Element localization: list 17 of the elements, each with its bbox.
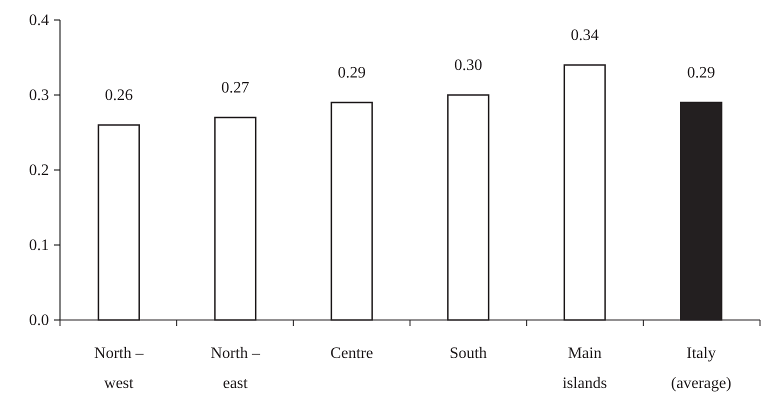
data-label: 0.30 [454,57,482,74]
x-tick-label: Italy (average) [670,345,732,392]
x-tick-label: Centre [330,345,374,362]
data-label: 0.34 [570,27,599,44]
data-label: 0.29 [338,64,366,82]
y-tick-label: 0.2 [29,162,49,180]
data-label: 0.27 [221,80,250,96]
y-tick-label: 0.3 [29,87,49,104]
y-tick-label: 0.4 [29,12,49,30]
y-tick-label: 0.1 [29,237,49,254]
x-tick-label: Main islands [562,345,607,392]
y-tick-label: 0.0 [29,312,49,330]
x-tick-label: South [450,345,487,362]
data-label: 0.26 [104,87,133,104]
x-tick-label: North – west [94,345,144,392]
data-label: 0.29 [687,64,716,82]
x-tick-label: North – east [210,345,261,392]
